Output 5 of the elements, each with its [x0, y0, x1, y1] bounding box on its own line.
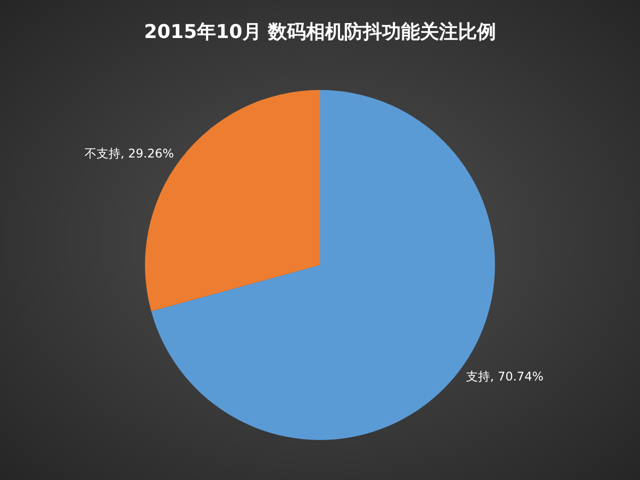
slice-label: 支持 — [466, 369, 490, 384]
chart-title: 2015年10月 数码相机防抖功能关注比例 — [144, 21, 496, 43]
data-label: , 29.26% — [120, 146, 174, 161]
slice-label: 不支持 — [84, 146, 121, 161]
data-label: , 70.74% — [490, 369, 544, 384]
